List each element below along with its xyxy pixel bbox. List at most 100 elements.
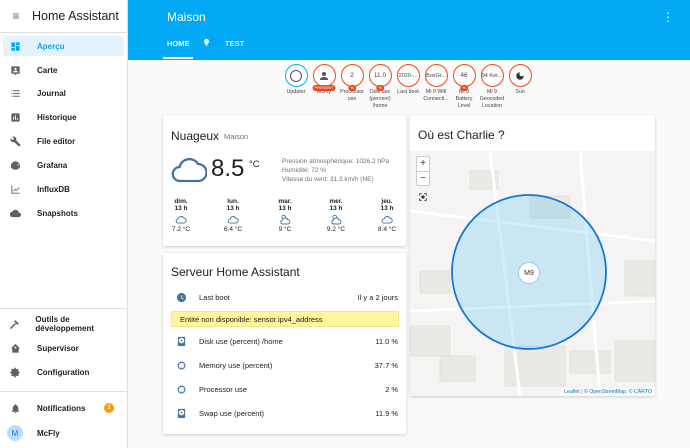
badge-circle: 11.0% (368, 64, 392, 91)
entity-row-disk[interactable]: Disk use (percent) /home 11.0 % (163, 331, 406, 351)
sidebar-item-snapshots[interactable]: Snapshots (3, 203, 124, 223)
sidebar-divider (0, 391, 128, 392)
sidebar-item-label: Historique (37, 112, 77, 122)
sidebar-item-influxdb[interactable]: InfluxDB (3, 179, 124, 199)
hammer-icon (3, 319, 25, 330)
forecast-temp: 8.4 °C (377, 226, 397, 233)
sidebar-header: ≡ Home Assistant (0, 0, 127, 33)
weather-details: Pression atmosphérique: 1026.2 hPa Humid… (282, 157, 389, 184)
sidebar-divider (0, 308, 128, 309)
forecast-day-name: jeu. (381, 198, 393, 205)
sidebar-item-supervisor[interactable]: Supervisor (3, 338, 124, 358)
menu-collapse-icon[interactable]: ≡ (12, 9, 20, 23)
badge-tag: % (348, 85, 356, 91)
dashboard-title: Maison (167, 10, 206, 24)
sidebar-item-label: Configuration (37, 367, 90, 377)
chart-timeline-icon (3, 184, 27, 195)
badge-circle (508, 64, 532, 87)
cog-icon (3, 367, 27, 378)
badge-tag: % (376, 85, 384, 91)
badge-value: 46 (460, 72, 468, 79)
lightbulb-icon (203, 38, 210, 47)
weather-card[interactable]: Nuageux Maison 8.5 °C Pression atmosphér… (163, 115, 406, 246)
sidebar-item-label: Snapshots (37, 208, 78, 218)
tab-home[interactable]: HOME (167, 39, 190, 48)
weather-condition: Nuageux (171, 129, 220, 143)
moon-icon (516, 71, 524, 80)
partly-cloudy-icon (270, 212, 300, 226)
wrench-icon (3, 136, 27, 147)
forecast-day: lun. 13 h 6.4 °C (218, 198, 248, 233)
sidebar-item-file-editor[interactable]: File editor (3, 131, 124, 151)
entity-row-processor[interactable]: Processor use 2 % (163, 379, 406, 399)
badge-tag: PRÉSENT (312, 85, 336, 91)
entity-value: 11.0 % (375, 336, 398, 346)
badge-wifi[interactable]: BoxGr... Mi 9 Wifi Connecti... (422, 64, 450, 103)
person-icon (320, 71, 328, 80)
badge-last-boot[interactable]: 2020-... Last boot (394, 64, 422, 96)
forecast-day-name: mer. (329, 198, 343, 205)
sidebar-item-label: Grafana (37, 160, 68, 170)
weather-humidity: Humidité: 72 % (282, 167, 327, 174)
sidebar-item-journal[interactable]: Journal (3, 83, 124, 103)
entity-row-last-boot[interactable]: Last boot Il y a 2 jours (163, 287, 406, 307)
weather-pressure: Pression atmosphérique: 1026.2 hPa (282, 158, 389, 165)
badge-circle: 2% (340, 64, 364, 91)
forecast-temp: 6.4 °C (223, 226, 243, 233)
sidebar-item-historique[interactable]: Historique (3, 107, 124, 127)
forecast-hour: 13 h (329, 205, 343, 212)
weather-unit: °C (249, 159, 260, 170)
tab-lightbulb[interactable] (202, 37, 211, 50)
tab-test[interactable]: TEST (225, 39, 245, 48)
leaflet-link[interactable]: Leaflet (564, 389, 580, 395)
map-view[interactable]: M9 + − Leaflet | © OpenStreetMap, © CART… (410, 151, 655, 396)
sidebar-item-notifications[interactable]: Notifications 1 (3, 398, 124, 418)
dashboard-icon (3, 41, 27, 52)
weather-wind: Vitesse du vent: 31.3 km/h (NE) (282, 176, 374, 183)
forecast-day: jeu. 13 h 8.4 °C (372, 198, 402, 233)
sidebar-item-developer-tools[interactable]: Outils de développement (3, 314, 124, 334)
osm-carto-attribution[interactable]: | © OpenStreetMap, © CARTO (581, 389, 652, 395)
partly-cloudy-icon (321, 212, 351, 226)
badge-location[interactable]: 94 Ker... Mi 9 Geocoded Location (478, 64, 506, 110)
more-vert-icon[interactable]: ⋮ (662, 10, 674, 24)
sidebar-item-user[interactable]: M McFly (3, 423, 124, 443)
sidebar-item-label: McFly (37, 428, 60, 438)
badge-disk[interactable]: 11.0% Disk use (percent) /home (366, 64, 394, 110)
badge-sun[interactable]: Sun (506, 64, 534, 96)
badge-label: Mi 9 Geocoded Location (479, 89, 505, 109)
sidebar-item-carte[interactable]: Carte (3, 60, 124, 80)
sidebar-item-apercu[interactable]: Aperçu (3, 36, 124, 56)
device-marker-m9[interactable]: M9 (518, 262, 540, 284)
badge-label: Disk use (percent) /home (369, 89, 391, 109)
updater-icon (290, 69, 302, 82)
entity-row-memory[interactable]: Memory use (percent) 37.7 % (163, 355, 406, 375)
badge-label: Mi 9 Battery Level (455, 89, 473, 109)
zoom-in-button[interactable]: + (417, 157, 429, 172)
list-icon (3, 88, 27, 99)
badge-processor[interactable]: 2% Processor use (338, 64, 366, 103)
cloud-icon (218, 212, 248, 226)
forecast-day-name: dim. (174, 198, 188, 205)
badge-battery[interactable]: 46% Mi 9 Battery Level (450, 64, 478, 110)
sidebar-item-configuration[interactable]: Configuration (3, 362, 124, 382)
app-title: Home Assistant (32, 9, 119, 23)
badge-updater[interactable]: Updater (282, 64, 310, 96)
cloud-icon (171, 157, 207, 183)
sidebar-item-grafana[interactable]: Grafana (3, 155, 124, 175)
badge-person[interactable]: PRÉSENT McFly (310, 64, 338, 96)
home-assistant-icon (3, 343, 27, 354)
map-account-icon (3, 65, 27, 76)
badge-circle: BoxGr... (424, 64, 448, 87)
fit-bounds-icon[interactable] (417, 191, 429, 203)
chart-box-icon (3, 112, 27, 123)
zoom-out-button[interactable]: − (420, 173, 426, 184)
clock-icon (163, 292, 199, 303)
entity-row-swap[interactable]: Swap use (percent) 11.9 % (163, 403, 406, 423)
entity-name: Swap use (percent) (199, 408, 265, 418)
sidebar-item-label: File editor (37, 136, 76, 146)
forecast-day: dim. 13 h 7.2 °C (166, 198, 196, 233)
forecast-hour: 13 h (278, 205, 292, 212)
badge-label: Mi 9 Wifi Connecti... (423, 89, 449, 102)
sidebar-item-label: Journal (37, 88, 66, 98)
